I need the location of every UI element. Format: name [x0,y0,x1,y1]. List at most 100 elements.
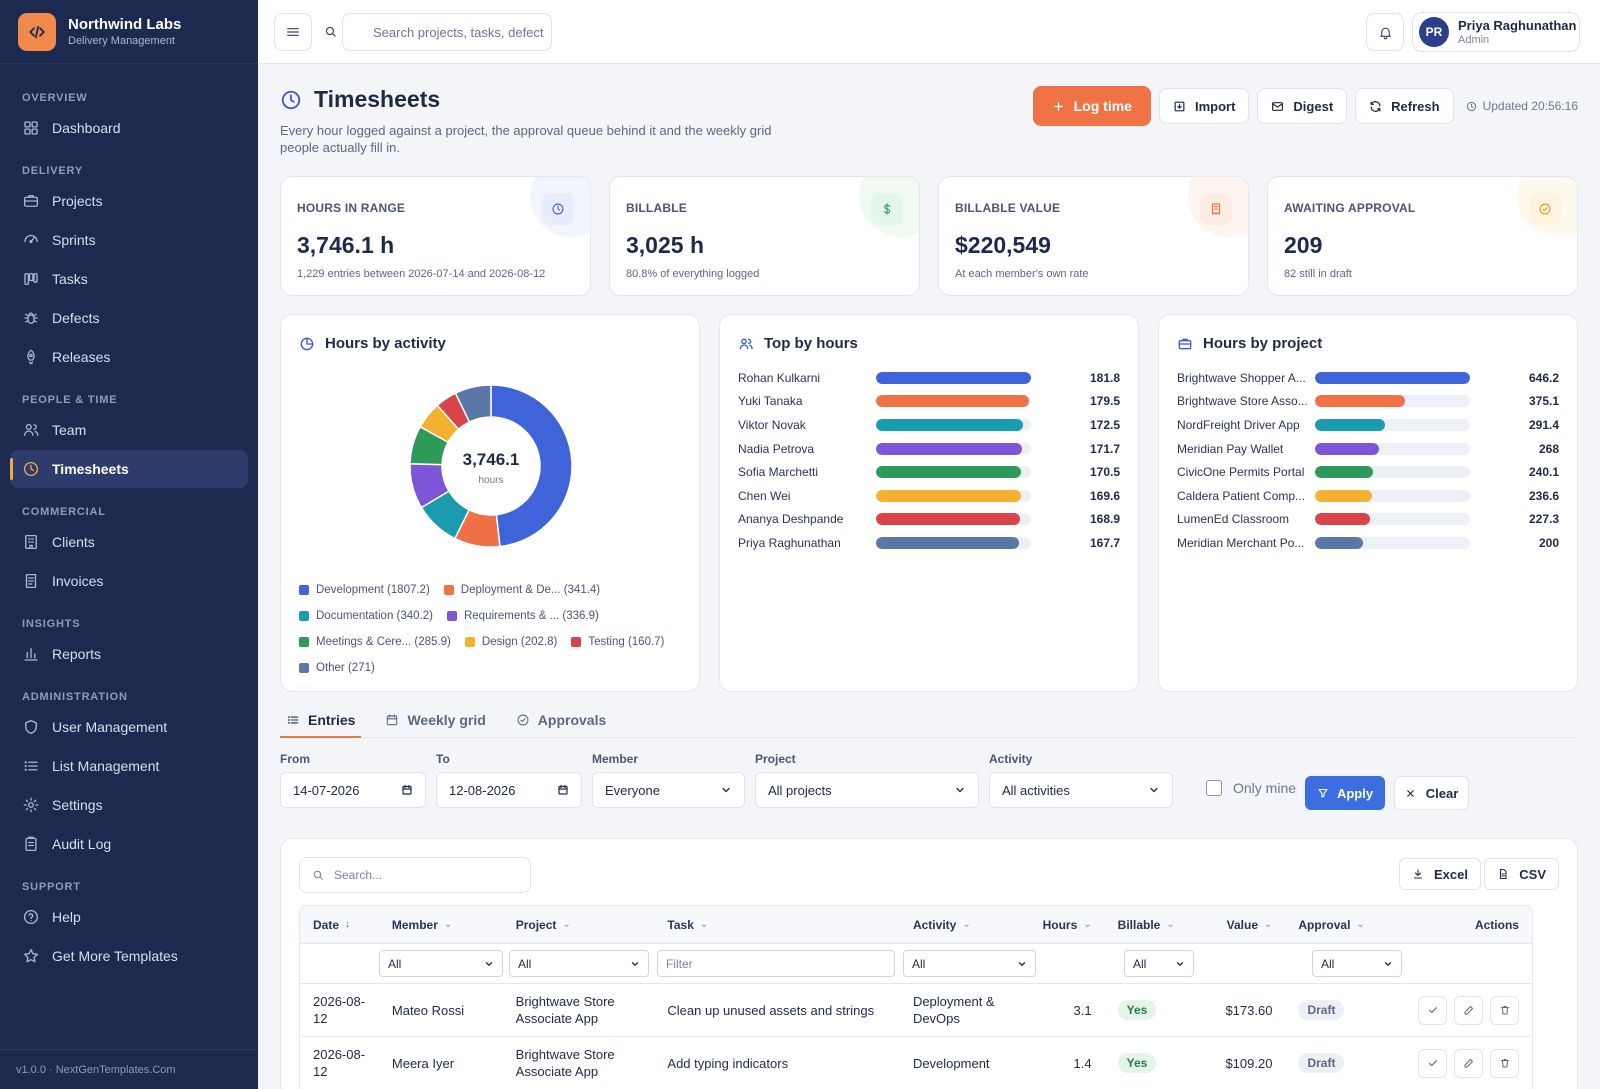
member-hours-row[interactable]: Chen Wei 169.6 [738,484,1120,508]
apply-button[interactable]: Apply [1305,776,1385,810]
donut-slice-development[interactable] [490,384,573,548]
column-header-billable[interactable]: Billable ⌄ [1105,918,1214,932]
kpi-icon-badge [871,193,903,225]
sidebar-item-invoices[interactable]: Invoices [10,562,248,600]
file-icon [1500,868,1507,880]
legend-item[interactable]: Deployment & De... (341.4) [443,577,600,603]
sidebar-item-defects[interactable]: Defects [10,299,248,337]
table-search-input[interactable]: Search... [299,857,531,893]
sidebar-item-team[interactable]: Team [10,411,248,449]
member-hours-row[interactable]: Priya Raghunathan 167.7 [738,531,1120,555]
approval-column-filter[interactable]: All [1312,950,1402,977]
table-row[interactable]: 2026-08-12 Meera Iyer Brightwave Store A… [300,1037,1532,1089]
only-mine-checkbox[interactable]: Only mine [1206,780,1296,796]
project-hours-row[interactable]: Brightwave Store Asso... 375.1 [1177,390,1559,414]
column-header-hours[interactable]: Hours ⌄ [1028,918,1105,932]
page-title-text: Timesheets [314,86,441,112]
user-menu[interactable]: PR Priya Raghunathan Admin [1412,12,1580,52]
legend-item[interactable]: Other (271) [299,655,375,681]
column-header-value[interactable]: Value ⌄ [1213,918,1285,932]
sort-icon: ⌄ [562,919,571,930]
sidebar-item-sprints[interactable]: Sprints [10,221,248,259]
edit-button[interactable] [1454,995,1484,1025]
sidebar-item-user-management[interactable]: User Management [10,708,248,746]
member-hours-row[interactable]: Nadia Petrova 171.7 [738,437,1120,461]
project-hours-row[interactable]: Caldera Patient Comp... 236.6 [1177,484,1559,508]
sidebar-footer: v1.0.0 · NextGenTemplates.Com [0,1049,258,1089]
table-row[interactable]: 2026-08-12 Mateo Rossi Brightwave Store … [300,984,1532,1037]
legend-item[interactable]: Design (202.8) [464,629,557,655]
sidebar-item-help[interactable]: Help [10,898,248,936]
column-header-approval[interactable]: Approval ⌄ [1285,918,1394,932]
column-header-project[interactable]: Project ⌄ [503,918,655,932]
legend-item[interactable]: Development (1807.2) [299,577,430,603]
export-excel-button[interactable]: Excel [1399,858,1481,890]
project-hours-row[interactable]: Brightwave Shopper A... 646.2 [1177,366,1559,390]
member-select[interactable]: Everyone [592,772,745,808]
brand[interactable]: Northwind Labs Delivery Management [0,0,258,64]
member-column-filter[interactable]: All [379,950,503,977]
log-time-button[interactable]: Log time [1032,86,1151,126]
tab-weekly-grid[interactable]: Weekly grid [379,702,491,737]
sidebar-item-timesheets[interactable]: Timesheets [10,450,248,488]
approve-button[interactable] [1418,1048,1448,1078]
activity-column-filter[interactable]: All [903,950,1036,977]
project-select[interactable]: All projects [755,772,979,808]
import-button[interactable]: Import [1158,88,1250,124]
sidebar-item-dashboard[interactable]: Dashboard [10,109,248,147]
member-hours-row[interactable]: Viktor Novak 172.5 [738,413,1120,437]
column-header-date[interactable]: Date ↓ [300,918,379,932]
column-header-activity[interactable]: Activity ⌄ [900,918,1028,932]
sidebar-item-audit-log[interactable]: Audit Log [10,825,248,863]
member-hours-row[interactable]: Sofia Marchetti 170.5 [738,460,1120,484]
refresh-button[interactable]: Refresh [1355,88,1454,124]
project-column-filter[interactable]: All [509,950,649,977]
member-hours-row[interactable]: Yuki Tanaka 179.5 [738,390,1120,414]
clear-button[interactable]: Clear [1394,776,1469,810]
member-hours-row[interactable]: Rohan Kulkarni 181.8 [738,366,1120,390]
delete-button[interactable] [1490,995,1520,1025]
sidebar-item-projects[interactable]: Projects [10,182,248,220]
project-hours-row[interactable]: Meridian Pay Wallet 268 [1177,437,1559,461]
checkbox-box[interactable] [1206,780,1222,796]
project-hours-row[interactable]: CivicOne Permits Portal 240.1 [1177,460,1559,484]
tab-entries[interactable]: Entries [280,702,362,738]
legend-item[interactable]: Meetings & Cere... (285.9) [299,629,451,655]
sidebar-item-get-more-templates[interactable]: Get More Templates [10,937,248,975]
legend-item[interactable]: Documentation (340.2) [299,603,433,629]
project-hours-row[interactable]: Meridian Merchant Po... 200 [1177,531,1559,555]
hours-by-activity-title: Hours by activity [325,335,446,352]
column-header-member[interactable]: Member ⌄ [379,918,503,932]
export-csv-button[interactable]: CSV [1484,858,1559,890]
delete-button[interactable] [1490,1048,1520,1078]
digest-button[interactable]: Digest [1257,88,1348,124]
menu-toggle-button[interactable] [274,13,312,51]
from-date-input[interactable]: 14-07-2026 [280,772,426,808]
tab-approvals[interactable]: Approvals [510,702,612,737]
project-hours-row[interactable]: NordFreight Driver App 291.4 [1177,413,1559,437]
to-date-input[interactable]: 12-08-2026 [436,772,582,808]
briefcase-icon [1178,338,1192,349]
task-column-filter[interactable]: Filter [657,950,895,977]
legend-item[interactable]: Requirements & ... (336.9) [446,603,599,629]
bar-fill [1315,442,1380,455]
sidebar-item-clients[interactable]: Clients [10,523,248,561]
global-search-input[interactable]: Search projects, tasks, defect [342,13,552,51]
activity-select[interactable]: All activities [989,772,1173,808]
approve-button[interactable] [1418,995,1448,1025]
legend-label: Meetings & Cere... (285.9) [316,636,451,648]
sidebar-item-releases[interactable]: Releases [10,338,248,376]
member-hours-row[interactable]: Ananya Deshpande 168.9 [738,508,1120,532]
sidebar-item-tasks[interactable]: Tasks [10,260,248,298]
sidebar-item-settings[interactable]: Settings [10,786,248,824]
column-header-task[interactable]: Task ⌄ [654,918,900,932]
sidebar-item-reports[interactable]: Reports [10,635,248,673]
billable-column-filter[interactable]: All [1124,950,1194,977]
project-hours-row[interactable]: LumenEd Classroom 227.3 [1177,508,1559,532]
legend-item[interactable]: Testing (160.7) [571,629,664,655]
notifications-button[interactable] [1366,13,1404,51]
sort-icon: ⌄ [1166,919,1175,930]
edit-button[interactable] [1454,1048,1484,1078]
sidebar-item-list-management[interactable]: List Management [10,747,248,785]
donut-slice-other[interactable] [454,384,492,423]
